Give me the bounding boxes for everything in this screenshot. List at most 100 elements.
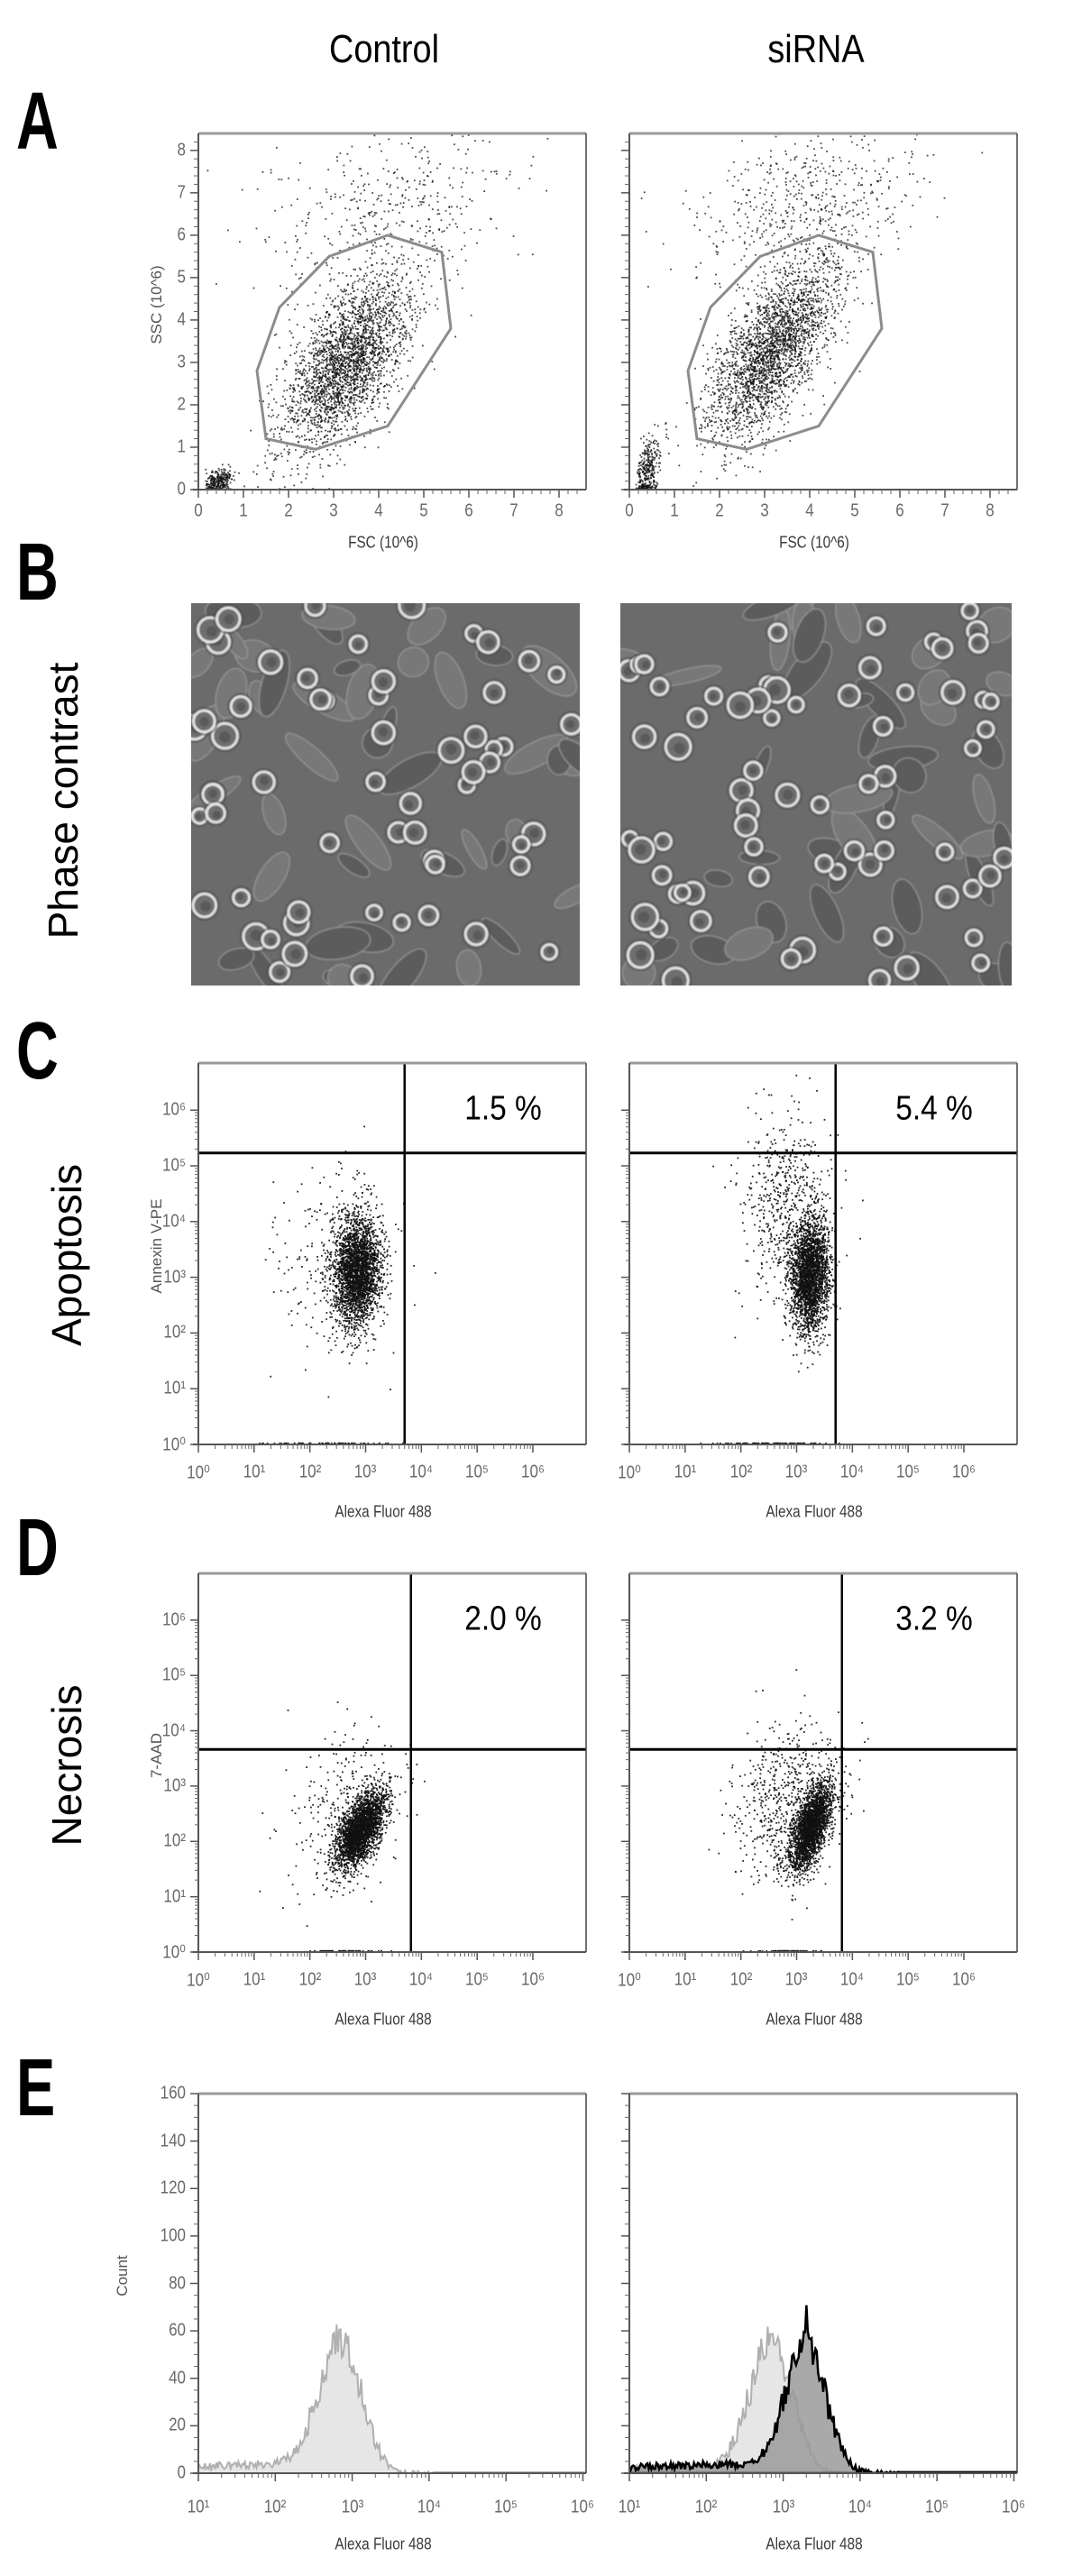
event-dot [337,394,339,397]
event-dot [320,390,322,392]
event-dot [353,399,355,401]
event-dot [396,327,399,330]
event-dot [346,318,348,321]
event-dot [317,392,319,395]
event-dot [428,204,430,206]
event-dot [750,343,753,345]
event-dot [774,340,776,343]
event-dot [330,324,332,326]
event-dot [365,292,367,294]
event-dot [355,394,358,397]
event-dot [825,283,827,286]
event-dot [740,369,742,371]
cell-halo [874,808,897,831]
event-dot [775,368,777,371]
event-dot [364,272,367,275]
event-dot [344,404,347,407]
event-dot [791,373,793,376]
event-dot [401,327,403,330]
cell-halo [960,876,985,901]
event-dot [817,298,820,300]
event-dot [750,435,753,437]
event-dot [229,470,231,472]
event-dot [311,366,313,368]
event-dot [348,365,350,367]
event-dot [335,393,338,395]
event-dot [369,309,371,312]
event-dot [326,351,327,353]
event-dot [315,391,317,394]
gate-polygon[interactable] [255,234,453,451]
event-dot [708,417,710,418]
event-dot [467,148,469,151]
event-dot [785,333,787,335]
event-dot [328,384,330,386]
event-dot [308,439,311,441]
event-dot [298,385,299,387]
event-dot [326,319,328,322]
event-dot [271,409,273,411]
event-dot [296,251,298,253]
event-dot [350,199,353,201]
event-dot [332,377,335,379]
event-dot [341,369,343,371]
event-dot [344,336,345,338]
event-dot [719,286,721,289]
event-dot [327,401,330,404]
event-dot [332,367,335,370]
event-dot [289,474,292,477]
event-dot [818,260,821,262]
event-dot [353,333,355,335]
event-dot [324,382,326,385]
event-dot [362,221,363,224]
event-dot [409,127,411,129]
event-dot [328,416,330,418]
event-dot [355,416,358,417]
event-dot [808,320,810,323]
event-dot [223,481,225,484]
event-dot [804,363,806,365]
event-dot [372,355,375,358]
event-dot [387,243,390,245]
event-dot [771,338,774,341]
event-dot [737,365,739,367]
event-dot [319,398,322,399]
event-dot [413,295,416,297]
event-dot [361,378,362,380]
event-dot [384,227,387,230]
event-dot [830,226,833,229]
event-dot [331,243,334,246]
event-dot [790,316,792,319]
event-dot [335,427,336,429]
event-dot [414,311,417,314]
event-dot [342,376,344,379]
event-dot [317,434,320,436]
event-dot [362,396,364,399]
event-dot [360,365,362,368]
event-dot [431,113,433,115]
event-dot [351,339,353,342]
event-dot [320,379,323,381]
event-dot [392,331,394,333]
event-dot [737,375,739,378]
event-dot [294,379,297,381]
event-dot [386,318,388,320]
event-dot [760,426,763,429]
event-dot [280,285,281,287]
event-dot [225,476,228,479]
event-dot [766,320,769,323]
event-dot [225,478,227,481]
event-dot [270,478,271,481]
event-dot [777,354,779,356]
event-dot [349,332,351,335]
event-dot [354,296,356,298]
event-dot [210,478,213,480]
event-dot [338,383,340,386]
event-dot [255,227,258,230]
event-dot [336,367,339,370]
event-dot [324,235,326,238]
event-dot [316,360,319,362]
event-dot [273,334,276,336]
event-dot [758,342,761,344]
event-dot [353,353,356,355]
